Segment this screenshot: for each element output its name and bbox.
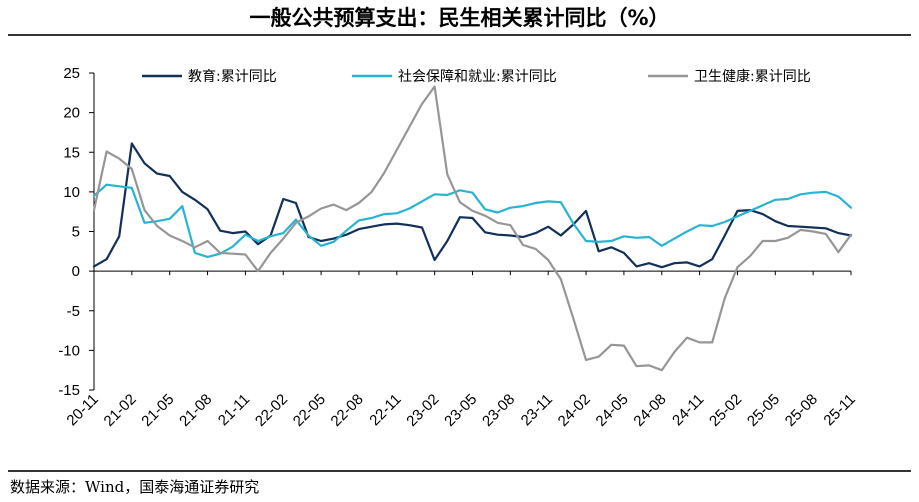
series-layer <box>92 85 853 372</box>
series-line-2 <box>92 85 853 372</box>
x-tick-label-23-05: 23-05 <box>441 391 480 430</box>
x-tick-label-22-08: 22-08 <box>328 391 367 430</box>
x-tick-label-22-02: 22-02 <box>252 391 291 430</box>
x-tick-label-24-05: 24-05 <box>593 391 632 430</box>
y-axis: 25 20 15 10 5 0 -5 -10 -15 <box>58 65 95 399</box>
series-line-1 <box>92 183 853 258</box>
title-divider <box>8 34 911 36</box>
y-tick-label: -15 <box>58 382 80 399</box>
chart-title: 一般公共预算支出：民生相关累计同比（%） <box>249 6 670 30</box>
x-tick-label-23-11: 23-11 <box>518 391 556 429</box>
x-tick-label-25-08: 25-08 <box>782 391 821 430</box>
series-line-0 <box>92 142 853 269</box>
legend-label-2: 卫生健康:累计同比 <box>694 68 811 85</box>
x-tick-label-21-02: 21-02 <box>101 391 140 430</box>
x-tick-label-25-02: 25-02 <box>706 391 745 430</box>
x-tick-label-24-02: 24-02 <box>555 391 594 430</box>
x-tick-label-24-08: 24-08 <box>630 391 669 430</box>
legend-label-0: 教育:累计同比 <box>188 69 277 85</box>
y-tick-label: 5 <box>72 224 80 241</box>
x-tick-label-22-11: 22-11 <box>366 391 404 429</box>
x-tick-label-25-05: 25-05 <box>744 391 783 430</box>
data-source-note: 数据来源：Wind，国泰海通证券研究 <box>10 478 260 496</box>
legend-label-1: 社会保障和就业:累计同比 <box>398 69 557 85</box>
y-tick-label: 20 <box>63 105 80 122</box>
x-tick-label-21-05: 21-05 <box>138 391 177 430</box>
x-tick-label-25-11: 25-11 <box>820 391 858 429</box>
x-tick-label-21-08: 21-08 <box>176 391 215 430</box>
y-tick-label: -10 <box>58 342 80 359</box>
x-tick-label-23-08: 23-08 <box>479 391 518 430</box>
x-tick-label-21-11: 21-11 <box>215 391 253 429</box>
legend: 教育:累计同比 社会保障和就业:累计同比 卫生健康:累计同比 <box>142 68 811 85</box>
y-tick-label: -5 <box>67 303 80 320</box>
y-tick-label: 10 <box>63 184 80 201</box>
x-tick-label-22-05: 22-05 <box>290 391 329 430</box>
footer-divider <box>8 470 911 472</box>
x-tick-label-24-11: 24-11 <box>669 391 707 429</box>
y-tick-label: 15 <box>63 144 80 161</box>
y-tick-label: 25 <box>63 65 80 82</box>
x-tick-label-23-02: 23-02 <box>403 391 442 430</box>
y-tick-label: 0 <box>72 263 80 280</box>
